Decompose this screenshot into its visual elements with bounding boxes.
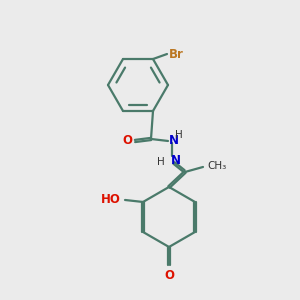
- Text: O: O: [122, 134, 132, 148]
- Text: N: N: [169, 134, 179, 148]
- Text: H: H: [175, 130, 183, 140]
- Text: H: H: [157, 157, 165, 167]
- Text: N: N: [171, 154, 181, 167]
- Text: Br: Br: [169, 47, 184, 61]
- Text: O: O: [164, 269, 174, 282]
- Text: HO: HO: [101, 194, 121, 206]
- Text: CH₃: CH₃: [207, 161, 226, 171]
